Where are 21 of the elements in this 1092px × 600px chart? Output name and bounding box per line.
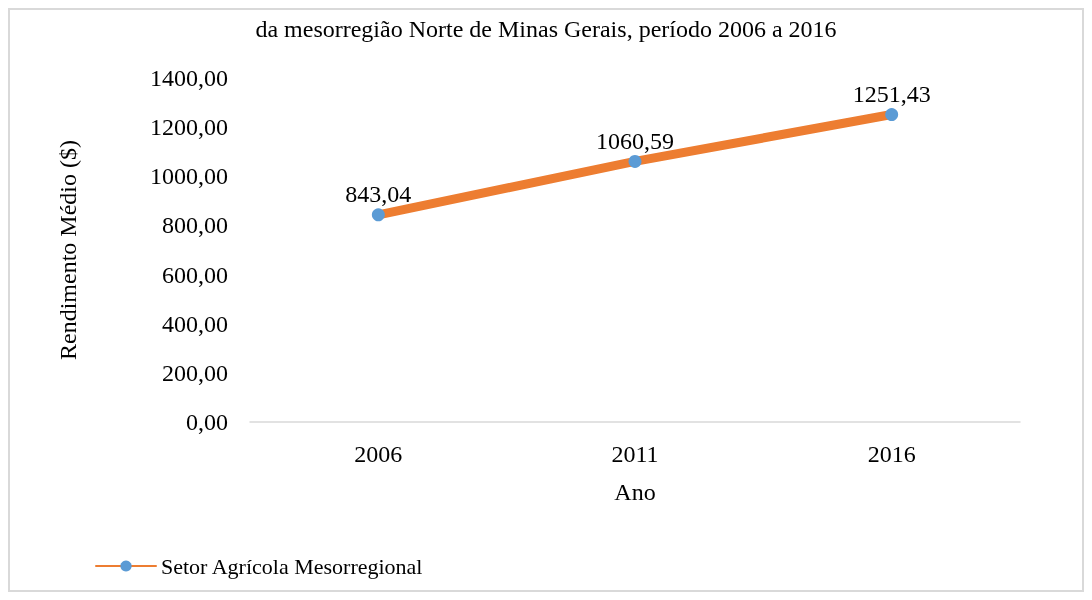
x-tick-label: 2011 xyxy=(611,441,659,467)
point xyxy=(885,108,899,121)
y-tick-label: 200,00 xyxy=(162,359,228,386)
y-tick-label: 400,00 xyxy=(162,310,228,337)
data-label: 843,04 xyxy=(345,181,412,208)
legend-label: Setor Agrícola Mesorregional xyxy=(161,553,423,579)
y-axis-title: Rendimento Médio ($) xyxy=(55,140,81,360)
x-axis-title: Ano xyxy=(614,479,656,505)
y-tick-label: 1000,00 xyxy=(150,163,228,190)
x-tick-label: 2016 xyxy=(867,441,916,467)
y-tick-label: 1400,00 xyxy=(150,65,228,91)
y-tick-label: 800,00 xyxy=(162,212,228,239)
x-tick-label: 2006 xyxy=(354,441,403,467)
y-tick-label: 0,00 xyxy=(186,409,228,435)
point xyxy=(371,208,385,222)
y-tick-label: 1200,00 xyxy=(150,114,228,141)
data-label: 1251,43 xyxy=(852,81,931,108)
chart-title: da mesorregião Norte de Minas Gerais, período 2006 a 2016 xyxy=(255,16,837,42)
data-label: 1060,59 xyxy=(596,127,674,154)
point xyxy=(628,154,642,168)
y-tick-label: 600,00 xyxy=(162,261,228,288)
